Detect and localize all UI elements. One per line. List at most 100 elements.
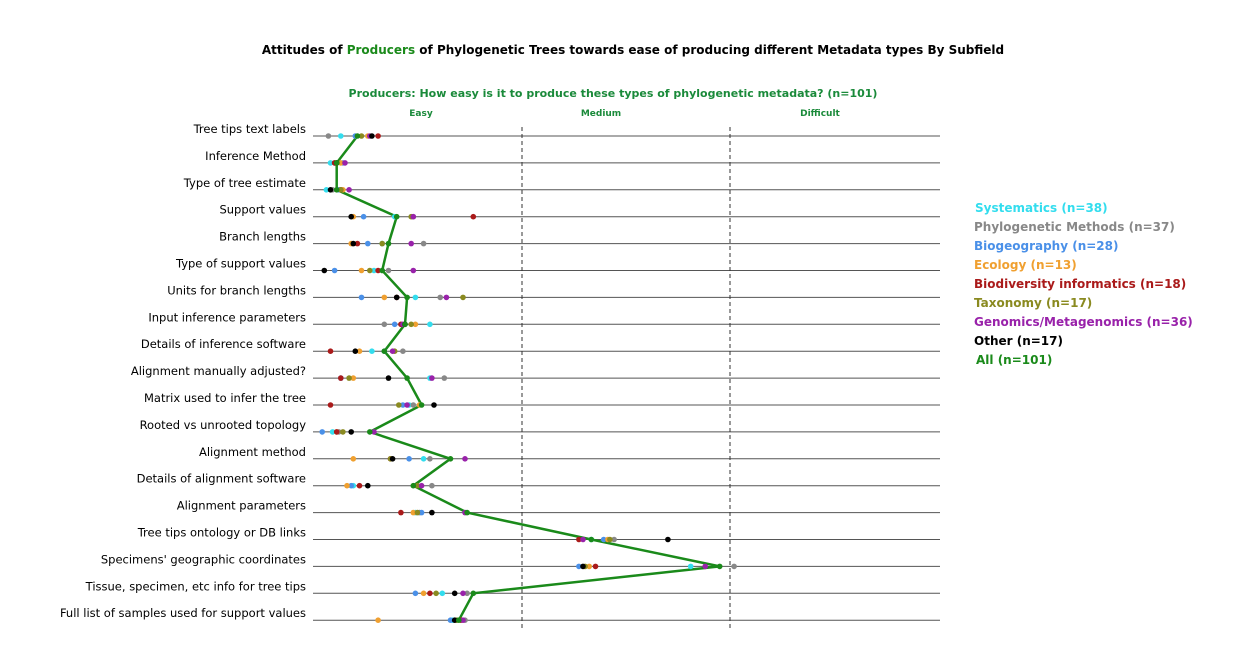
point-genomics-metagenomics-type-of-tree-estimate <box>346 187 352 193</box>
point-other-rooted-vs-unrooted-topology <box>348 429 355 435</box>
row-label-details-of-inference-software: Details of inference software <box>141 337 306 351</box>
point-all-alignment-method <box>447 456 454 462</box>
point-systematics-tree-tips-text-labels <box>338 133 344 139</box>
point-taxonomy-type-of-tree-estimate <box>338 187 344 193</box>
point-all-inference-method <box>333 160 340 166</box>
point-systematics-details-of-inference-software <box>369 348 375 355</box>
point-biogeography-units-for-branch-lengths <box>358 294 365 301</box>
row-label-tree-tips-ontology-or-db-links: Tree tips ontology or DB links <box>137 526 306 540</box>
point-genomics-metagenomics-details-of-alignment-software <box>418 482 425 489</box>
point-ecology-type-of-support-values <box>358 267 365 274</box>
point-all-branch-lengths <box>385 240 392 247</box>
point-all-details-of-inference-software <box>381 348 388 355</box>
row-label-alignment-manually-adjusted: Alignment manually adjusted? <box>131 364 306 378</box>
row-label-branch-lengths: Branch lengths <box>219 230 306 244</box>
chart-title-accent: Producers <box>347 43 415 57</box>
point-all-type-of-support-values <box>379 267 386 274</box>
legend: Systematics (n=38) Phylogenetic Methods (… <box>974 201 1193 367</box>
row-label-details-of-alignment-software: Details of alignment software <box>137 472 306 486</box>
data-points <box>319 133 737 623</box>
point-biogeography-tissue-specimen-etc-info-for-tree-tips <box>412 590 419 597</box>
row-label-tissue-specimen-etc-info-for-tree-tips: Tissue, specimen, etc info for tree tips <box>85 579 306 593</box>
point-systematics-alignment-method <box>420 456 427 462</box>
point-biogeography-support-values <box>360 213 367 220</box>
point-phylogenetic-methods-details-of-inference-software <box>400 348 406 355</box>
point-taxonomy-tissue-specimen-etc-info-for-tree-tips <box>433 590 439 597</box>
row-label-support-values: Support values <box>219 203 306 217</box>
point-other-tissue-specimen-etc-info-for-tree-tips <box>451 590 458 597</box>
point-taxonomy-branch-lengths <box>379 240 386 247</box>
point-all-support-values <box>393 213 400 220</box>
point-other-details-of-alignment-software <box>365 482 371 489</box>
point-other-alignment-parameters <box>429 509 435 516</box>
point-all-alignment-parameters <box>464 509 470 516</box>
point-biodiversity-informatics-tree-tips-ontology-or-db-links <box>576 536 582 543</box>
legend-item-phylogenetic-methods: Phylogenetic Methods (n=37) <box>974 220 1175 234</box>
point-biogeography-alignment-parameters <box>418 509 425 516</box>
point-phylogenetic-methods-branch-lengths <box>420 240 427 247</box>
point-biodiversity-informatics-type-of-support-values <box>375 267 381 274</box>
point-biogeography-input-inference-parameters <box>391 321 398 328</box>
point-genomics-metagenomics-matrix-used-to-infer-the-tree <box>404 402 410 408</box>
point-phylogenetic-methods-specimens-geographic-coordinates <box>731 563 737 570</box>
point-all-tree-tips-text-labels <box>354 133 361 139</box>
point-systematics-units-for-branch-lengths <box>412 294 419 301</box>
point-taxonomy-matrix-used-to-infer-the-tree <box>396 402 402 408</box>
point-all-specimens-geographic-coordinates <box>716 563 723 570</box>
point-other-details-of-inference-software <box>352 348 359 355</box>
column-header-difficult: Difficult <box>800 109 840 119</box>
point-biodiversity-informatics-details-of-alignment-software <box>356 482 363 489</box>
point-systematics-inference-method <box>327 160 334 166</box>
point-other-full-list-of-samples-used-for-support-values <box>451 617 458 623</box>
row-labels: Tree tips text labels Inference Method Typ… <box>60 122 306 620</box>
legend-item-biogeography: Biogeography (n=28) <box>974 239 1118 253</box>
point-genomics-metagenomics-details-of-inference-software <box>389 348 396 355</box>
point-biogeography-type-of-support-values <box>331 267 338 274</box>
point-other-alignment-method <box>389 456 396 462</box>
point-biodiversity-informatics-matrix-used-to-infer-the-tree <box>327 402 334 408</box>
point-phylogenetic-methods-matrix-used-to-infer-the-tree <box>410 402 417 408</box>
point-all-alignment-manually-adjusted <box>404 375 410 381</box>
row-label-alignment-parameters: Alignment parameters <box>177 499 306 513</box>
point-taxonomy-type-of-support-values <box>367 267 373 274</box>
point-biodiversity-informatics-support-values <box>470 213 477 220</box>
point-phylogenetic-methods-tree-tips-ontology-or-db-links <box>611 536 617 543</box>
point-systematics-specimens-geographic-coordinates <box>687 563 694 570</box>
row-label-input-inference-parameters: Input inference parameters <box>148 310 306 324</box>
point-all-input-inference-parameters <box>402 321 408 328</box>
point-ecology-alignment-parameters <box>410 509 417 516</box>
point-biodiversity-informatics-rooted-vs-unrooted-topology <box>333 429 340 435</box>
point-all-full-list-of-samples-used-for-support-values <box>456 617 462 623</box>
point-taxonomy-rooted-vs-unrooted-topology <box>340 429 346 435</box>
point-ecology-tissue-specimen-etc-info-for-tree-tips <box>420 590 427 597</box>
column-header-easy: Easy <box>409 109 433 119</box>
point-ecology-inference-method <box>338 160 344 166</box>
point-ecology-details-of-alignment-software <box>344 482 350 489</box>
point-biodiversity-informatics-details-of-inference-software <box>327 348 334 355</box>
legend-item-systematics: Systematics (n=38) <box>975 201 1108 215</box>
point-other-type-of-support-values <box>321 267 328 274</box>
point-phylogenetic-methods-input-inference-parameters <box>381 321 388 328</box>
point-systematics-input-inference-parameters <box>427 321 433 328</box>
point-biogeography-tree-tips-ontology-or-db-links <box>600 536 607 543</box>
point-all-units-for-branch-lengths <box>404 294 410 301</box>
point-systematics-type-of-tree-estimate <box>323 187 330 193</box>
point-taxonomy-alignment-manually-adjusted <box>346 375 352 381</box>
point-genomics-metagenomics-full-list-of-samples-used-for-support-values <box>460 617 466 623</box>
chart-title-part-3: of Phylogenetic Trees towards ease of pr… <box>415 43 1004 57</box>
point-other-units-for-branch-lengths <box>393 294 400 301</box>
point-genomics-metagenomics-rooted-vs-unrooted-topology <box>371 429 377 435</box>
point-biodiversity-informatics-tree-tips-text-labels <box>375 133 381 139</box>
point-phylogenetic-methods-details-of-alignment-software <box>429 482 435 489</box>
chart-subtitle: Producers: How easy is it to produce the… <box>349 87 878 100</box>
point-genomics-metagenomics-inference-method <box>342 160 348 166</box>
point-taxonomy-units-for-branch-lengths <box>460 294 466 301</box>
legend-item-genomics-metagenomics: Genomics/Metagenomics (n=36) <box>974 315 1193 329</box>
point-taxonomy-tree-tips-text-labels <box>358 133 365 139</box>
row-label-type-of-tree-estimate: Type of tree estimate <box>183 176 306 190</box>
legend-item-ecology: Ecology (n=13) <box>974 258 1077 272</box>
row-label-tree-tips-text-labels: Tree tips text labels <box>193 122 306 136</box>
point-ecology-specimens-geographic-coordinates <box>586 563 592 570</box>
point-biogeography-alignment-method <box>406 456 412 462</box>
point-systematics-tissue-specimen-etc-info-for-tree-tips <box>439 590 446 597</box>
